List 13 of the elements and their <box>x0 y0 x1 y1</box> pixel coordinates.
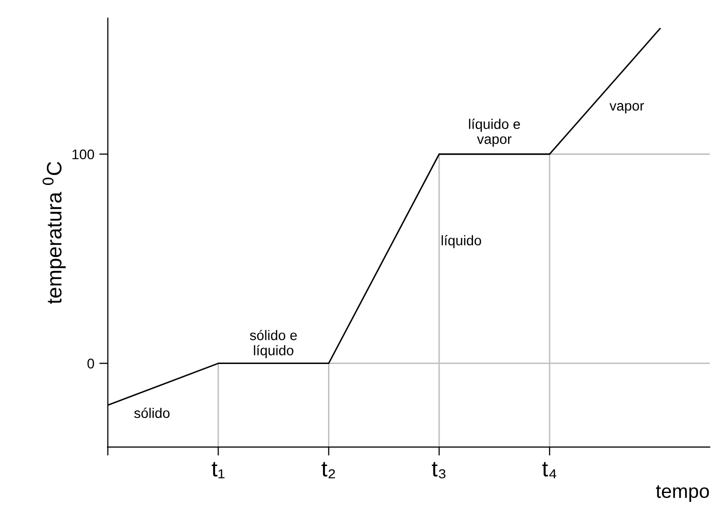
annotation: sólido <box>134 408 170 418</box>
y-tick-label: 100 <box>72 149 94 160</box>
annotation: líquido e vapor <box>469 118 520 147</box>
x-tick-label: t₃ <box>432 462 446 478</box>
x-tick-label: t₄ <box>542 462 556 478</box>
x-tick-label: t₂ <box>322 462 335 478</box>
x-tick-label: t₁ <box>212 462 225 478</box>
annotation: sólido e líquido <box>250 330 297 358</box>
annotation: líquido <box>442 235 482 248</box>
x-axis-title: tempo <box>656 485 709 502</box>
y-tick-label: 0 <box>87 358 94 369</box>
y-axis-title: temperatura $^{0}$C <box>42 162 66 304</box>
annotation: vapor <box>610 103 644 114</box>
